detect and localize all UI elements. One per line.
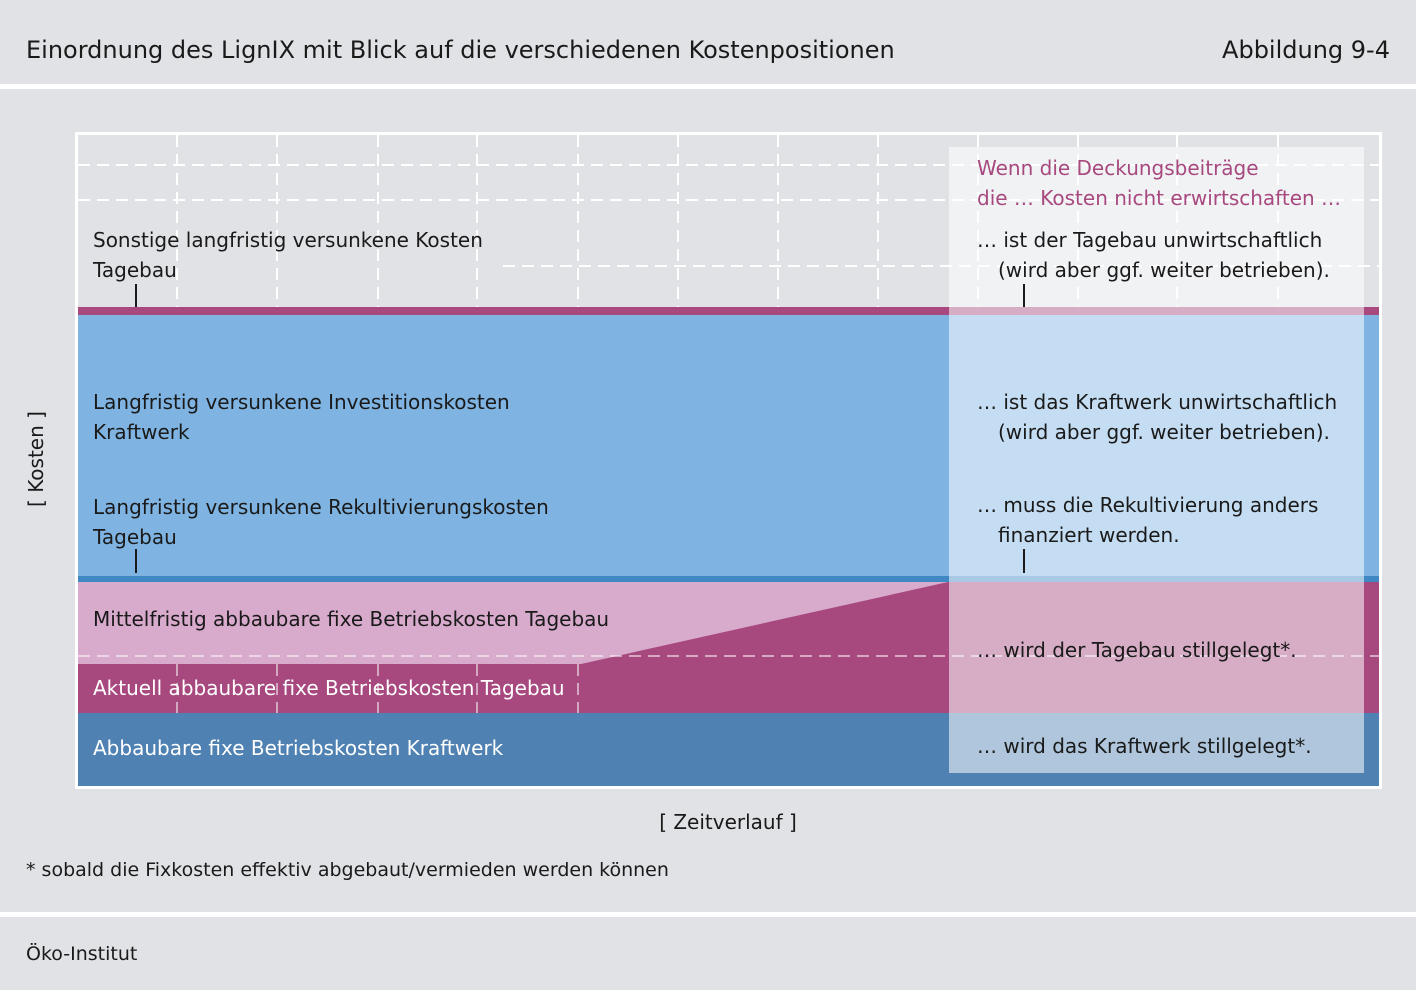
y-axis-label: [ Kosten ] xyxy=(24,411,48,507)
label-investition: Langfristig versunkene Investitionskoste… xyxy=(93,390,510,444)
label-aktuell: Aktuell abbaubare fixe Betriebskosten Ta… xyxy=(93,676,565,700)
footer-divider xyxy=(0,912,1416,917)
x-axis-label: [ Zeitverlauf ] xyxy=(659,810,797,834)
footnote: * sobald die Fixkosten effektiv abgebaut… xyxy=(26,859,669,881)
label-kraftwerk-fix: Abbaubare fixe Betriebskosten Kraftwerk xyxy=(93,736,504,760)
overlay-panel xyxy=(949,147,1364,773)
figure-title: Einordnung des LignIX mit Blick auf die … xyxy=(26,36,895,64)
label-rekultivierung: Langfristig versunkene Rekultivierungsko… xyxy=(93,495,549,549)
tick-overlay-rekultivierung xyxy=(1023,549,1025,573)
header-divider xyxy=(0,84,1416,89)
overlay-item-kraftwerk-unwirtschaftlich: … ist das Kraftwerk unwirtschaftlich (wi… xyxy=(977,390,1338,444)
diagram-frame: Sonstige langfristig versunkene Kosten Ta… xyxy=(75,132,1382,789)
overlay-item-rekultivierung: … muss die Rekultivierung anders finanzi… xyxy=(977,493,1319,547)
tick-rekultivierung xyxy=(135,549,137,573)
tick-overlay-tagebau xyxy=(1023,284,1025,307)
source-label: Öko-Institut xyxy=(26,943,138,965)
overlay-heading: Wenn die Deckungsbeiträge die … Kosten ni… xyxy=(977,156,1342,210)
overlay-item-tagebau-unwirtschaftlich: … ist der Tagebau unwirtschaftlich (wird… xyxy=(977,228,1330,282)
overlay-item-tagebau-stillgelegt: … wird der Tagebau stillgelegt*. xyxy=(977,638,1297,662)
figure-number: Abbildung 9-4 xyxy=(1222,36,1390,64)
tick-sonstige xyxy=(135,284,137,307)
band-sonstige xyxy=(78,307,1379,315)
label-sonstige: Sonstige langfristig versunkene Kosten Ta… xyxy=(93,228,483,282)
band-rekultivierung-edge xyxy=(78,576,1379,582)
label-mittelfristig: Mittelfristig abbaubare fixe Betriebskos… xyxy=(93,607,610,631)
overlay-item-kraftwerk-stillgelegt: … wird das Kraftwerk stillgelegt*. xyxy=(977,734,1312,758)
band-mittelfristig xyxy=(78,582,948,664)
